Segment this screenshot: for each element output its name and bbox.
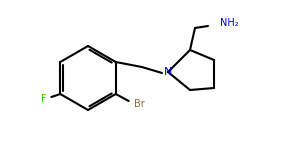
Text: N: N [164, 67, 172, 77]
Text: NH₂: NH₂ [220, 18, 239, 28]
Text: Br: Br [134, 99, 144, 109]
Text: F: F [41, 94, 46, 104]
